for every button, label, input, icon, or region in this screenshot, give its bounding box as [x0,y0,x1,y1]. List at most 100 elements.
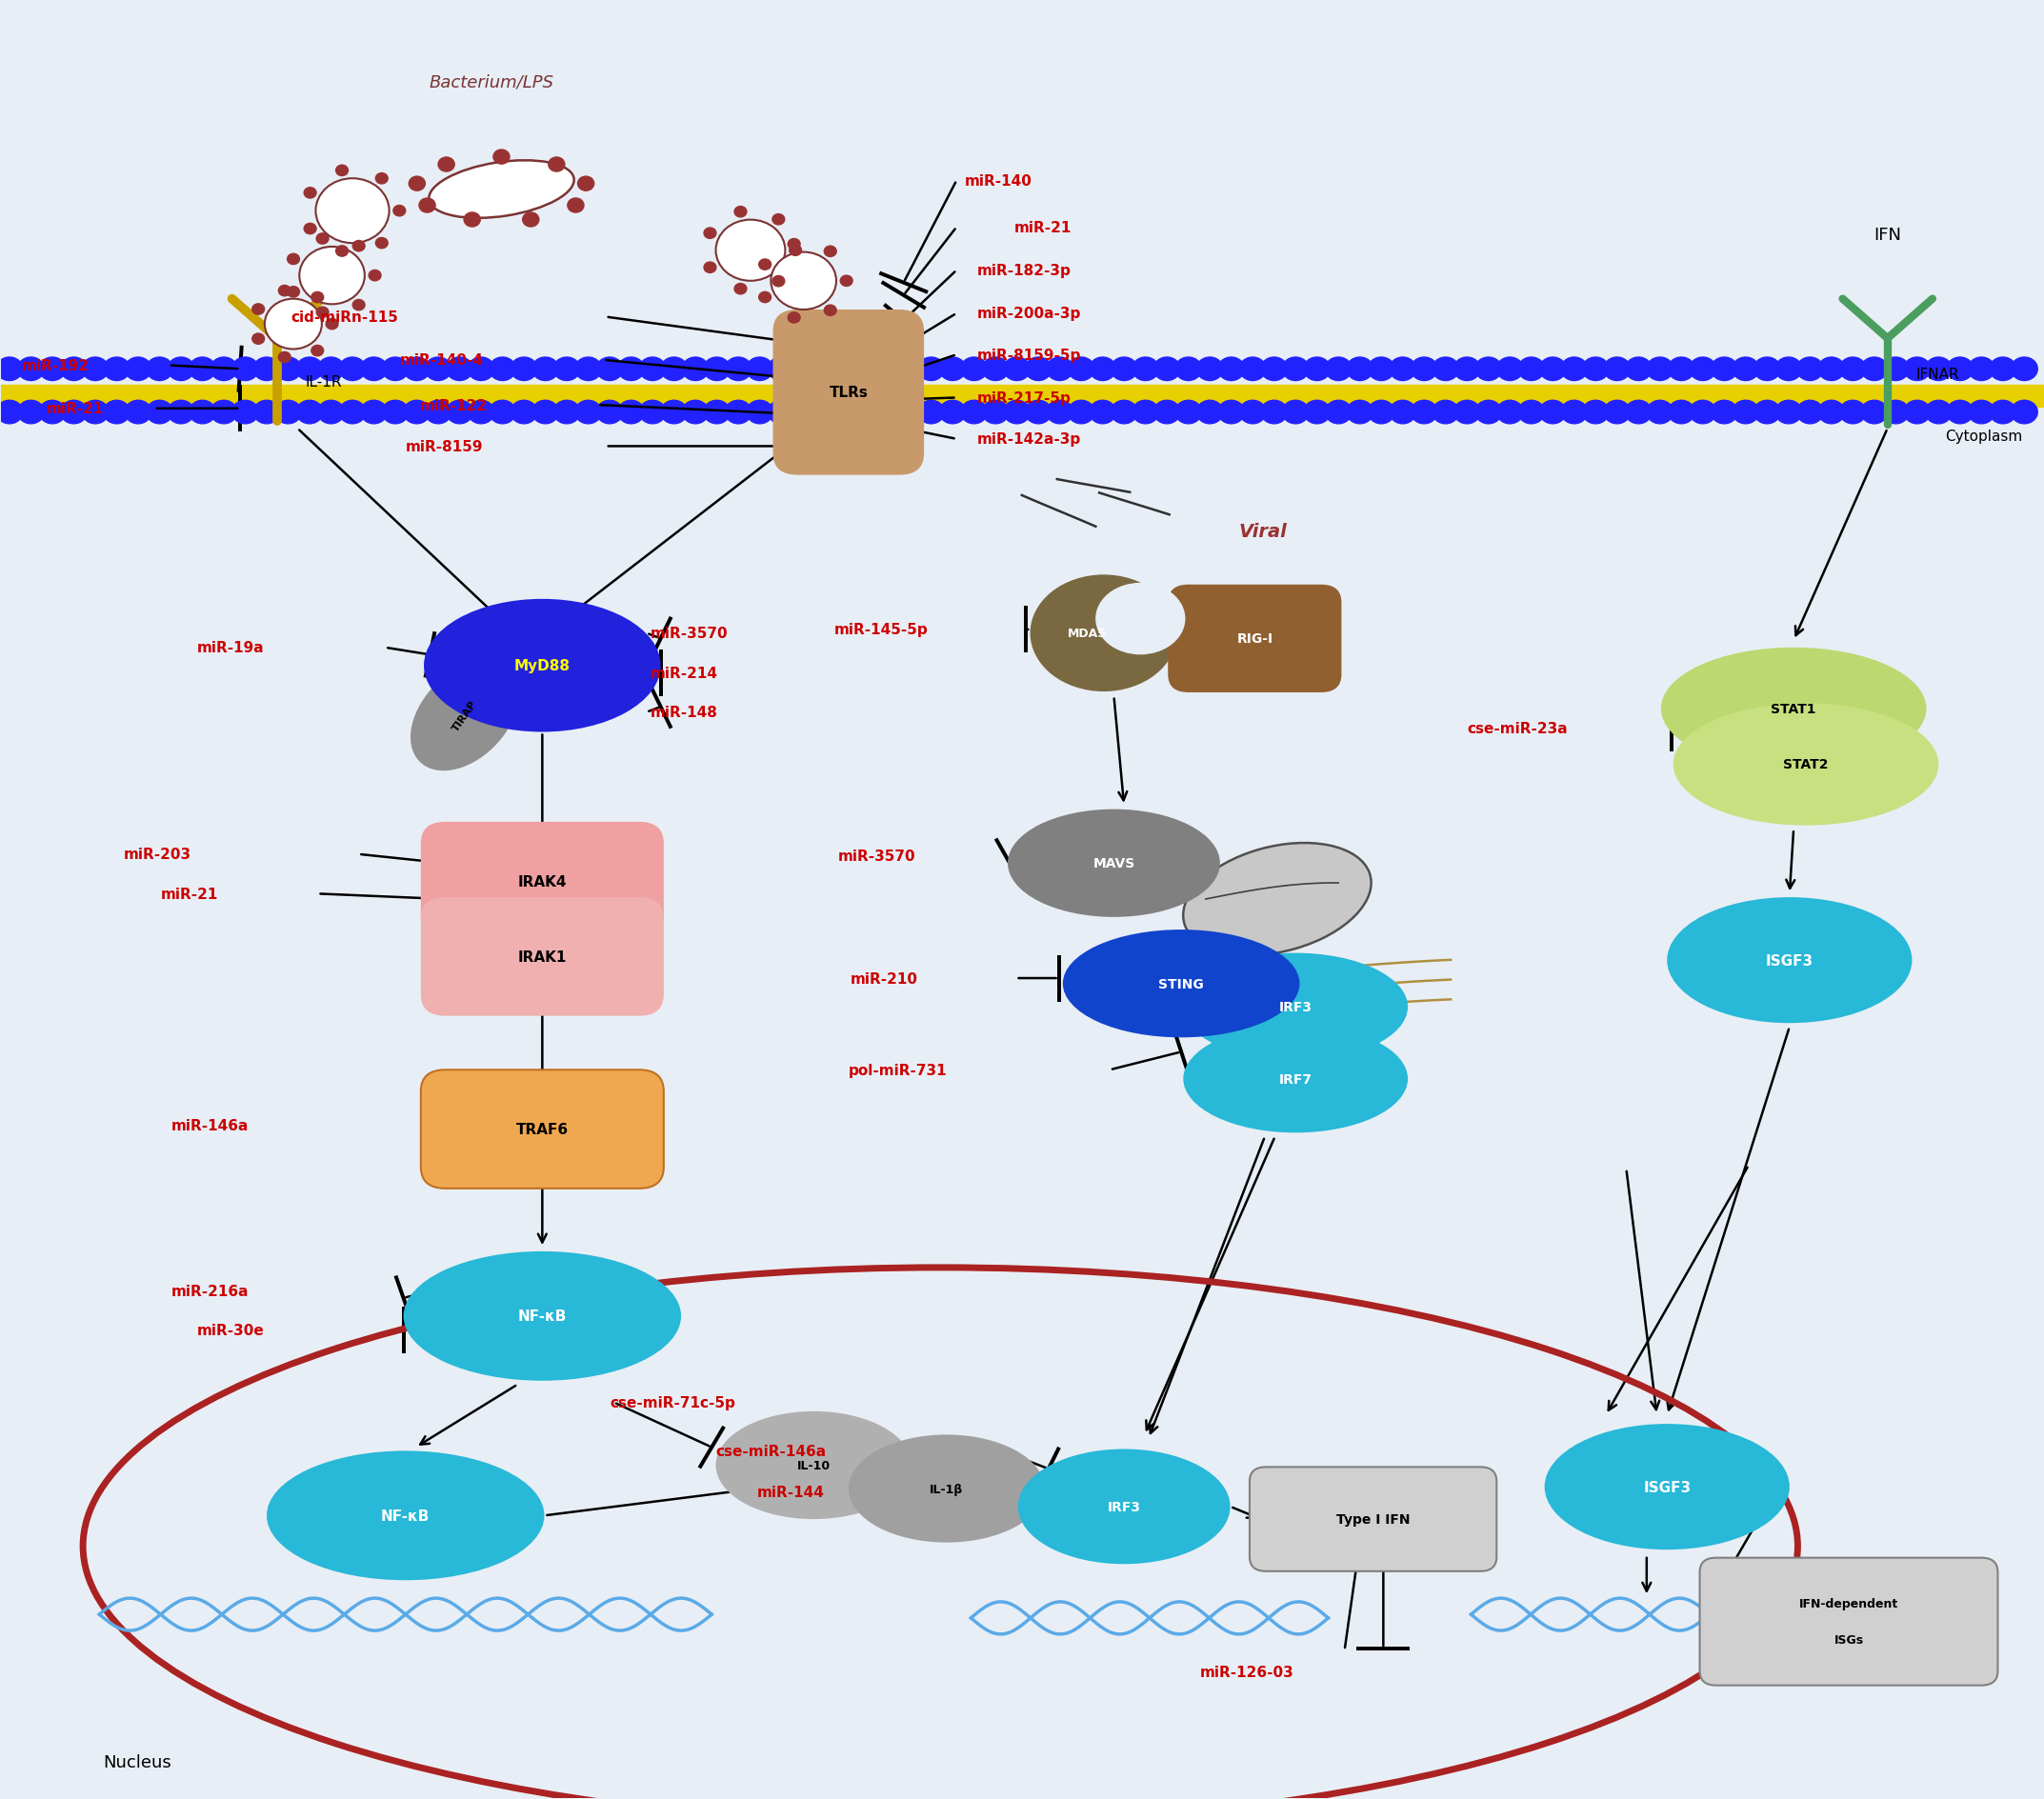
Circle shape [464,212,480,227]
Circle shape [251,335,264,345]
Circle shape [1218,401,1245,425]
Text: miR-122: miR-122 [419,398,489,412]
Circle shape [1175,358,1202,381]
Text: IL-1R: IL-1R [305,374,341,389]
Ellipse shape [423,599,660,732]
Text: pol-miR-731: pol-miR-731 [848,1063,946,1078]
Circle shape [1089,401,1116,425]
Circle shape [168,358,194,381]
Ellipse shape [1030,576,1177,693]
Circle shape [1711,401,1737,425]
Circle shape [298,248,364,304]
Circle shape [1239,401,1265,425]
Text: Type I IFN: Type I IFN [1337,1513,1410,1526]
Circle shape [1989,358,2015,381]
Circle shape [875,401,901,425]
Circle shape [1390,358,1416,381]
Text: IFN: IFN [1874,227,1901,243]
Text: IRF7: IRF7 [1280,1072,1312,1087]
Circle shape [758,259,771,270]
Circle shape [746,401,773,425]
Circle shape [703,228,715,239]
Circle shape [787,239,799,250]
Text: IRF3: IRF3 [1280,1000,1312,1015]
Ellipse shape [848,1436,1044,1542]
Circle shape [769,401,795,425]
Circle shape [854,358,881,381]
Circle shape [1239,358,1265,381]
Circle shape [918,401,944,425]
Text: TRAF6: TRAF6 [515,1123,568,1137]
Circle shape [940,358,967,381]
Circle shape [660,401,687,425]
Circle shape [339,401,366,425]
Circle shape [961,358,987,381]
Circle shape [376,239,388,250]
Text: miR-3570: miR-3570 [838,849,916,864]
Circle shape [39,358,65,381]
Text: IFNAR: IFNAR [1915,367,1960,381]
Circle shape [305,225,317,236]
Text: STAT1: STAT1 [1770,702,1817,716]
Circle shape [1946,358,1972,381]
Circle shape [1476,401,1502,425]
Circle shape [1304,358,1331,381]
Circle shape [811,358,838,381]
Circle shape [1754,401,1780,425]
Circle shape [1625,358,1652,381]
Text: cid-miRn-115: cid-miRn-115 [290,311,399,324]
Circle shape [251,304,264,315]
Text: STING: STING [1159,977,1204,991]
Text: NF-κB: NF-κB [517,1310,566,1324]
Circle shape [597,401,623,425]
Circle shape [360,358,386,381]
Circle shape [824,246,836,257]
Circle shape [1453,401,1480,425]
Circle shape [771,254,836,309]
Circle shape [1132,401,1159,425]
Circle shape [446,358,472,381]
Circle shape [1733,401,1760,425]
Circle shape [468,358,495,381]
Text: ISGF3: ISGF3 [1643,1481,1690,1493]
Text: IRAK1: IRAK1 [517,950,566,964]
Text: ISGs: ISGs [1833,1633,1864,1646]
Circle shape [1153,358,1179,381]
Circle shape [233,401,258,425]
Ellipse shape [1018,1450,1230,1563]
Text: IFN-dependent: IFN-dependent [1799,1598,1899,1610]
Circle shape [368,272,380,282]
Text: miR-216a: miR-216a [172,1284,249,1299]
FancyBboxPatch shape [1701,1558,1997,1686]
Circle shape [1089,358,1116,381]
Ellipse shape [429,162,574,219]
Text: miR-210: miR-210 [850,971,918,986]
Ellipse shape [1096,583,1186,655]
Circle shape [854,401,881,425]
Circle shape [758,293,771,304]
Circle shape [382,358,409,381]
Text: miR-142a-3p: miR-142a-3p [977,432,1081,446]
Circle shape [305,189,317,200]
Circle shape [125,401,151,425]
Circle shape [703,401,730,425]
Ellipse shape [411,662,519,772]
Circle shape [1797,358,1823,381]
Circle shape [425,358,452,381]
Circle shape [1605,358,1631,381]
Circle shape [82,401,108,425]
Text: NF-κB: NF-κB [380,1509,429,1522]
Circle shape [1004,401,1030,425]
Circle shape [493,151,509,166]
Circle shape [0,401,22,425]
Ellipse shape [1063,930,1300,1038]
Circle shape [683,358,709,381]
Circle shape [278,286,290,297]
Text: miR-182-3p: miR-182-3p [977,264,1071,277]
Circle shape [335,246,347,257]
Text: miR-8159-5p: miR-8159-5p [977,347,1081,362]
FancyBboxPatch shape [1249,1468,1496,1571]
Text: cse-miR-146a: cse-miR-146a [715,1445,826,1459]
Circle shape [1433,358,1459,381]
Circle shape [1390,401,1416,425]
